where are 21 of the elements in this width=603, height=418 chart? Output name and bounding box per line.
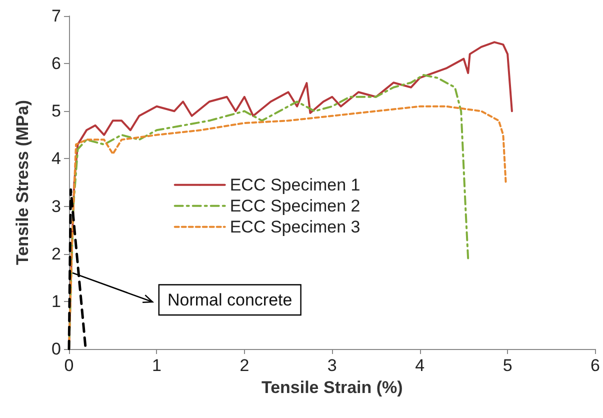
y-tick-label: 2 — [52, 244, 61, 264]
y-tick-label: 7 — [52, 6, 61, 26]
x-tick-label: 2 — [240, 356, 250, 375]
y-tick-label: 4 — [52, 149, 61, 168]
legend-label: ECC Specimen 1 — [230, 175, 360, 194]
y-axis-title: Tensile Stress (MPa) — [13, 100, 32, 266]
annotation: Normal concrete — [168, 290, 292, 310]
x-tick-label: 4 — [415, 356, 425, 375]
x-axis-title: Tensile Strain (%) — [261, 378, 403, 397]
y-tick-label: 5 — [52, 102, 61, 121]
x-tick-label: 6 — [590, 356, 600, 375]
y-tick-label: 1 — [52, 292, 61, 311]
y-tick-label: 3 — [52, 196, 61, 216]
y-tick-label: 6 — [52, 54, 61, 74]
y-tick-label: 0 — [52, 340, 61, 358]
legend-label: ECC Specimen 3 — [230, 217, 360, 236]
legend-label: ECC Specimen 2 — [230, 196, 360, 216]
x-tick-label: 1 — [152, 356, 162, 375]
x-tick-label: 3 — [327, 356, 337, 375]
x-tick-label: 5 — [502, 356, 512, 375]
x-tick-label: 0 — [64, 356, 74, 375]
